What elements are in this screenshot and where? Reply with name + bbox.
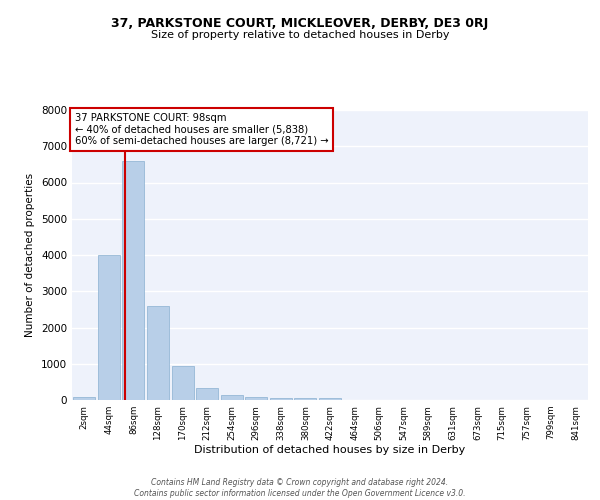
Bar [245,397,268,400]
Bar [196,388,218,400]
Bar [295,398,316,400]
Bar [147,306,169,400]
Bar [122,161,145,400]
Y-axis label: Number of detached properties: Number of detached properties [25,173,35,337]
Bar [221,396,243,400]
X-axis label: Distribution of detached houses by size in Derby: Distribution of detached houses by size … [194,446,466,456]
Bar [98,255,120,400]
Bar [73,397,95,400]
Text: 37 PARKSTONE COURT: 98sqm
← 40% of detached houses are smaller (5,838)
60% of se: 37 PARKSTONE COURT: 98sqm ← 40% of detac… [74,113,328,146]
Bar [270,398,292,400]
Text: Contains HM Land Registry data © Crown copyright and database right 2024.
Contai: Contains HM Land Registry data © Crown c… [134,478,466,498]
Text: Size of property relative to detached houses in Derby: Size of property relative to detached ho… [151,30,449,40]
Bar [319,398,341,400]
Text: 37, PARKSTONE COURT, MICKLEOVER, DERBY, DE3 0RJ: 37, PARKSTONE COURT, MICKLEOVER, DERBY, … [112,18,488,30]
Bar [172,366,194,400]
